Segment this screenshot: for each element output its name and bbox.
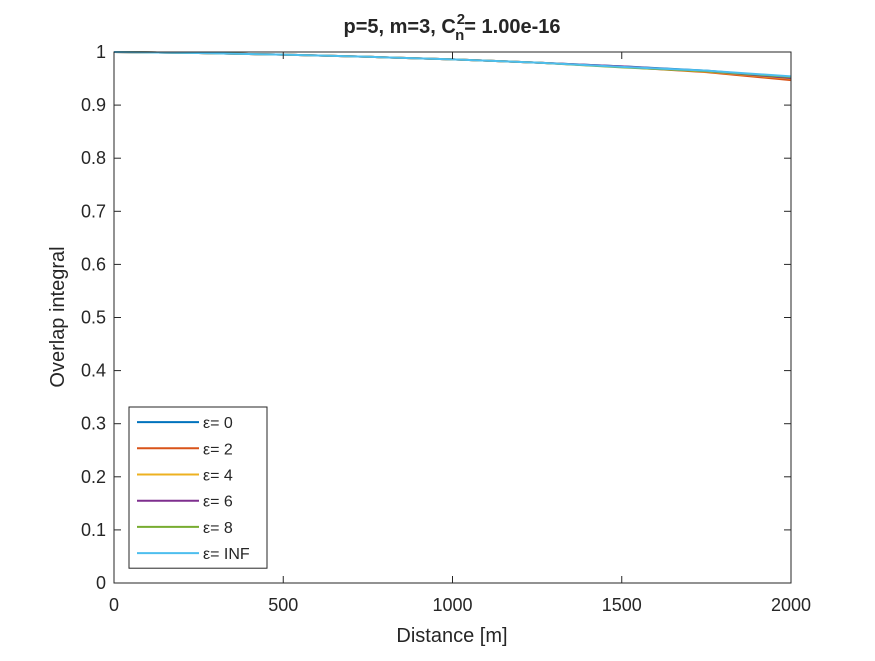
legend-entry-0: ε= 0 xyxy=(203,415,233,432)
y-tick-label: 0.6 xyxy=(81,254,106,274)
y-tick-label: 0.9 xyxy=(81,95,106,115)
y-tick-label: 1 xyxy=(96,42,106,62)
y-tick-label: 0.8 xyxy=(81,148,106,168)
title-subscript: n xyxy=(455,27,464,44)
series-line-5 xyxy=(113,51,792,78)
y-tick-label: 0.7 xyxy=(81,201,106,221)
y-tick-label: 0.1 xyxy=(81,520,106,540)
y-tick-label: 0 xyxy=(96,573,106,593)
y-tick-label: 0.2 xyxy=(81,467,106,487)
x-tick-label: 500 xyxy=(268,595,298,615)
legend-box xyxy=(128,406,268,569)
y-axis-label: Overlap integral xyxy=(47,246,69,387)
x-tick-label: 0 xyxy=(109,595,119,615)
legend-entry-5: ε= INF xyxy=(203,546,250,563)
x-tick-label: 2000 xyxy=(771,595,811,615)
x-tick-label: 1000 xyxy=(432,595,472,615)
y-tick-label: 0.3 xyxy=(81,414,106,434)
series-layer xyxy=(113,51,792,82)
chart-title: p=5, m=3, C2 n= 1.00e-16 xyxy=(344,11,561,44)
legend-entry-2: ε= 4 xyxy=(203,468,233,485)
legend-entry-3: ε= 6 xyxy=(203,494,233,511)
y-tick-label: 0.5 xyxy=(81,308,106,328)
legend-entry-1: ε= 2 xyxy=(203,441,233,458)
x-tick-label: 1500 xyxy=(602,595,642,615)
legend: ε= 0 ε= 2 ε= 4 ε= 6 ε= 8 ε= INF xyxy=(128,406,268,569)
title-suffix: = 1.00e-16 xyxy=(464,16,560,38)
legend-entry-4: ε= 8 xyxy=(203,520,233,537)
title-superscript: 2 xyxy=(457,11,465,28)
title-prefix: p=5, m=3, C xyxy=(344,16,456,38)
ticks-layer: 0 500 1000 1500 2000 0 0.1 0.2 0.3 0.4 0.5 0.6 0.7 0.… xyxy=(81,42,811,615)
y-tick-label: 0.4 xyxy=(81,361,106,381)
x-axis-label: Distance [m] xyxy=(396,625,507,647)
